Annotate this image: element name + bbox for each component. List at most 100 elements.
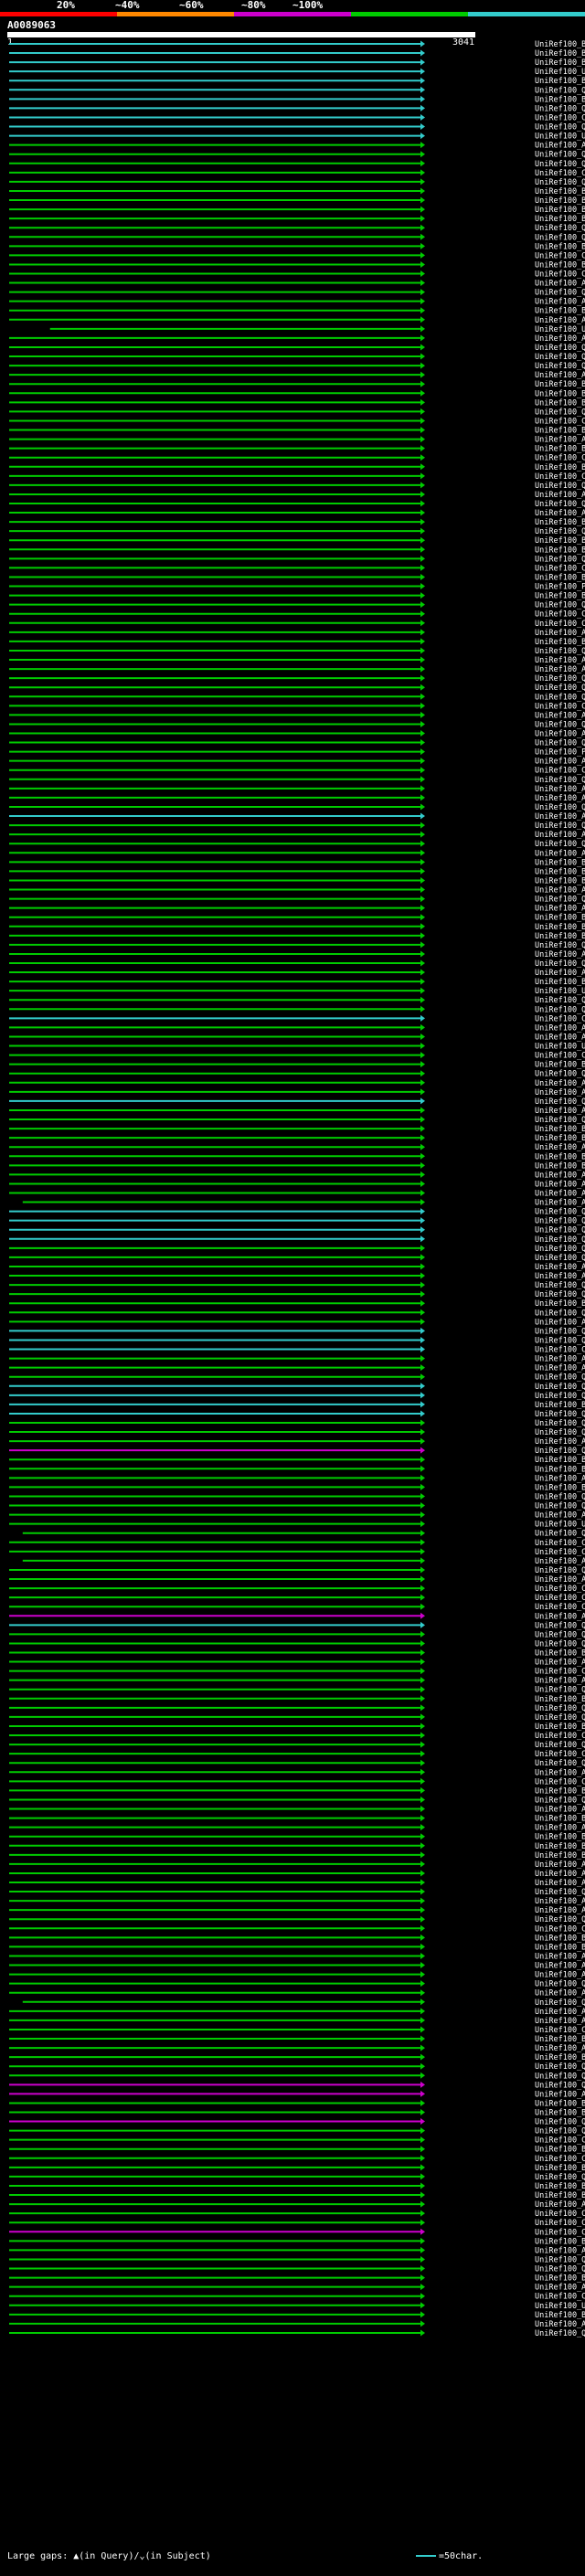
hit-label[interactable]: UniRef100_Q5HAU3 [535, 693, 585, 702]
hit-label[interactable]: UniRef100_A3WU86 [535, 1474, 585, 1483]
hit-label[interactable]: UniRef100_B63WN1 [535, 196, 585, 206]
hit-label[interactable]: UniRef100_Q2JSL4 [535, 840, 585, 849]
hit-label[interactable]: UniRef100_Q3B596 [535, 1530, 585, 1539]
hit-label[interactable]: UniRef100_B8BR17 [535, 1833, 585, 1842]
hit-label[interactable]: UniRef100_Q1GHN9 [535, 1888, 585, 1897]
hit-label[interactable]: UniRef100_Q5SB80 [535, 2072, 585, 2081]
hit-label[interactable]: UniRef100_Q3AYC5 [535, 776, 585, 785]
hit-label[interactable]: UniRef100_Q4LFR2 [535, 2118, 585, 2127]
hit-label[interactable]: UniRef100_Q2AIF3 [535, 1428, 585, 1437]
hit-label[interactable]: UniRef100_Q9C5S0 [535, 86, 585, 95]
hit-label[interactable]: UniRef100_Q39W73 [535, 353, 585, 362]
hit-label[interactable]: UniRef100_A9GW82 [535, 371, 585, 380]
hit-label[interactable]: UniRef100_Q3J3Z9 [535, 1254, 585, 1263]
hit-label[interactable]: UniRef100_Q2DC09 [535, 2329, 585, 2338]
hit-label[interactable]: UniRef100_A4J181 [535, 794, 585, 803]
hit-label[interactable]: UniRef100_Q7N193 [535, 601, 585, 610]
hit-label[interactable]: UniRef100_A5EB43 [535, 665, 585, 674]
hit-label[interactable]: UniRef100_A6TTR8 [535, 1263, 585, 1272]
hit-label[interactable]: UniRef100_C5YQ18 [535, 270, 585, 280]
hit-label[interactable]: UniRef100_C5QUA8 [535, 2155, 585, 2164]
hit-label[interactable]: UniRef100_Q1JR21 [535, 1392, 585, 1401]
hit-label[interactable]: UniRef100_B1CM66 [535, 932, 585, 941]
hit-label[interactable]: UniRef100_A1AKC9 [535, 491, 585, 500]
hit-label[interactable]: UniRef100_A0NVJ4 [535, 1677, 585, 1686]
hit-label[interactable]: UniRef100_A2BV52 [535, 1023, 585, 1033]
hit-label[interactable]: UniRef100_A6Z6D0 [535, 711, 585, 720]
hit-label[interactable]: UniRef100_A5EP79 [535, 1897, 585, 1906]
hit-label[interactable]: UniRef100_Q2G049 [535, 1419, 585, 1428]
hit-label[interactable]: UniRef100_Q43Z12 [535, 2127, 585, 2136]
hit-label[interactable]: UniRef100_B0CEB7 [535, 1456, 585, 1465]
hit-label[interactable]: UniRef100_A4XP30 [535, 849, 585, 858]
hit-label[interactable]: UniRef100_B5LAV3 [535, 215, 585, 224]
hit-label[interactable]: UniRef100_Q1U1Y3 [535, 1502, 585, 1511]
hit-label[interactable]: UniRef100_A4W2D7 [535, 1575, 585, 1585]
hit-label[interactable]: UniRef100_B1FFN7 [535, 923, 585, 932]
hit-label[interactable]: UniRef100_A6VAR7 [535, 629, 585, 638]
hit-label[interactable]: UniRef100_C5KWW9 [535, 472, 585, 482]
hit-label[interactable]: UniRef100_A6D7S2 [535, 2044, 585, 2053]
hit-label[interactable]: UniRef100_Q6ARE1 [535, 408, 585, 417]
hit-label[interactable]: UniRef100_UPI000... [535, 1043, 585, 1052]
hit-label[interactable]: UniRef100_B4W676 [535, 867, 585, 876]
hit-label[interactable]: UniRef100_A8V4T9 [535, 1318, 585, 1327]
hit-label[interactable]: UniRef100_Q4BZE1 [535, 362, 585, 371]
hit-label[interactable]: UniRef100_A7HBI1 [535, 2090, 585, 2099]
hit-label[interactable]: UniRef100_B63WM0 [535, 206, 585, 215]
hit-label[interactable]: UniRef100_C0QPV4 [535, 1548, 585, 1557]
hit-label[interactable]: UniRef100_C5LWN7 [535, 1346, 585, 1355]
hit-label[interactable]: UniRef100_Q6CRZ2 [535, 1447, 585, 1456]
hit-label[interactable]: UniRef100_Q2LWJ3 [535, 1686, 585, 1695]
hit-label[interactable]: UniRef100_Q5RL85 [535, 803, 585, 812]
hit-label[interactable]: UniRef100_B2LBD7 [535, 260, 585, 270]
hit-label[interactable]: UniRef100_Q6VDB4 [535, 822, 585, 831]
hit-label[interactable]: UniRef100_A2PX43 [535, 1079, 585, 1088]
hit-label[interactable]: UniRef100_B7RGZ1 [535, 1815, 585, 1824]
hit-label[interactable]: UniRef100_C6ML81 [535, 454, 585, 463]
hit-label[interactable]: UniRef100_B1XKW7 [535, 2182, 585, 2191]
hit-label[interactable]: UniRef100_B5IN35 [535, 1134, 585, 1143]
hit-label[interactable]: UniRef100_B4B3Y2 [535, 536, 585, 546]
hit-label[interactable]: UniRef100_B7GH19 [535, 1161, 585, 1171]
hit-label[interactable]: UniRef100_UPI000... [535, 68, 585, 77]
hit-label[interactable]: UniRef100_C4X8F7 [535, 702, 585, 711]
hit-label[interactable]: UniRef100_Q2RG97 [535, 1639, 585, 1648]
hit-label[interactable]: UniRef100_B3Q3W8 [535, 1649, 585, 1659]
hit-label[interactable]: UniRef100_Q1UL9 [535, 1998, 585, 2008]
hit-label[interactable]: UniRef100_C1ZC48 [535, 2228, 585, 2237]
hit-label[interactable]: UniRef100_A4EEV9 [535, 1870, 585, 1879]
hit-label[interactable]: UniRef100_B9XB18 [535, 2109, 585, 2118]
hit-label[interactable]: UniRef100_A3FIF0 [535, 1272, 585, 1281]
hit-label[interactable]: UniRef100_Q8D2N2 [535, 1492, 585, 1501]
hit-label[interactable]: UniRef100_A2C659 [535, 905, 585, 914]
hit-label[interactable]: UniRef100_B8CV21 [535, 2274, 585, 2284]
hit-label[interactable]: UniRef100_Q1JR24 [535, 1327, 585, 1336]
hit-label[interactable]: UniRef100_A2TUV5 [535, 785, 585, 794]
hit-label[interactable]: UniRef100_A6B9W2 [535, 2017, 585, 2026]
hit-label[interactable]: UniRef100_B9MSN8 [535, 307, 585, 316]
hit-label[interactable]: UniRef100_Q31L69 [535, 1281, 585, 1290]
hit-label[interactable]: UniRef100_B9K0E4 [535, 1786, 585, 1796]
hit-label[interactable]: UniRef100_C5XZQ1 [535, 113, 585, 122]
hit-label[interactable]: UniRef100_B4U907 [535, 2191, 585, 2200]
hit-label[interactable]: UniRef100_UPI000... [535, 133, 585, 142]
hit-label[interactable]: UniRef100_Q6RF16 [535, 2265, 585, 2274]
hit-label[interactable]: UniRef100_Q1Q0M4 [535, 1309, 585, 1318]
hit-label[interactable]: UniRef100_Q0S5B9 [535, 674, 585, 684]
hit-label[interactable]: UniRef100_UPI000... [535, 1521, 585, 1530]
hit-label[interactable]: UniRef100_A2BRP4 [535, 1171, 585, 1180]
hit-label[interactable]: UniRef100_A6Q4V5 [535, 730, 585, 739]
hit-label[interactable]: UniRef100_B2J7L4 [535, 2146, 585, 2155]
hit-label[interactable]: UniRef100_C5Z9C8 [535, 2293, 585, 2302]
hit-label[interactable]: UniRef100_Q1NM58 [535, 1116, 585, 1125]
hit-label[interactable]: UniRef100_A9SDD5 [535, 1180, 585, 1189]
hit-label[interactable]: UniRef100_Q5FAL5 [535, 104, 585, 113]
hit-label[interactable]: UniRef100_B9M5V6 [535, 427, 585, 436]
hit-label[interactable]: UniRef100_A3SFN8 [535, 1355, 585, 1364]
hit-label[interactable]: UniRef100_A9T988 [535, 280, 585, 289]
hit-label[interactable]: UniRef100_Q5MMF9 [535, 2255, 585, 2264]
hit-label[interactable]: UniRef100_C5Q6B8 [535, 2219, 585, 2228]
hit-label[interactable]: UniRef100_B8DM91 [535, 1842, 585, 1851]
hit-label[interactable]: UniRef100_Q6G5B6 [535, 647, 585, 656]
